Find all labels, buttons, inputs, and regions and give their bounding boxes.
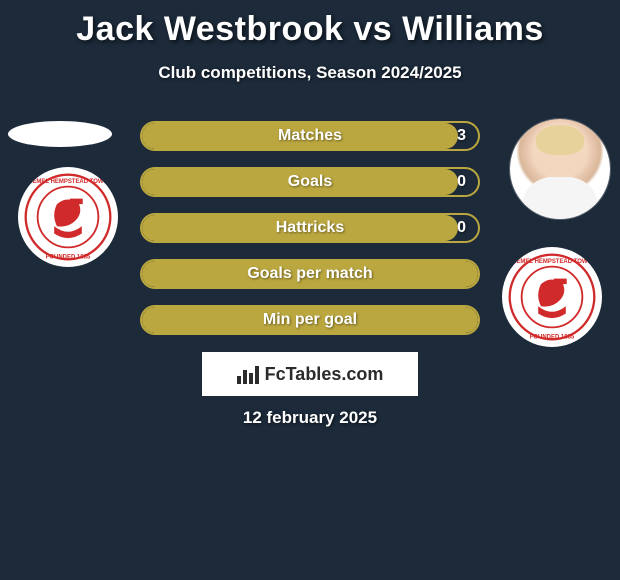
right-column: HEMEL HEMPSTEAD TOWN FOUNDED 1885: [500, 111, 620, 371]
stat-value: 3: [457, 123, 466, 149]
player1-avatar-placeholder: [8, 121, 112, 147]
stat-label: Goals: [142, 169, 478, 195]
svg-text:HEMEL HEMPSTEAD TOWN: HEMEL HEMPSTEAD TOWN: [512, 259, 592, 265]
stat-label: Hattricks: [142, 215, 478, 241]
stat-label: Min per goal: [142, 307, 478, 333]
stat-row-goals: Goals 0: [140, 167, 480, 197]
player1-club-crest: HEMEL HEMPSTEAD TOWN FOUNDED 1885: [18, 167, 118, 267]
crest-icon: HEMEL HEMPSTEAD TOWN FOUNDED 1885: [506, 251, 598, 343]
stat-label: Goals per match: [142, 261, 478, 287]
stat-row-matches: Matches 3: [140, 121, 480, 151]
brand-link[interactable]: FcTables.com: [202, 352, 418, 396]
stat-value: 0: [457, 215, 466, 241]
player2-club-crest: HEMEL HEMPSTEAD TOWN FOUNDED 1885: [502, 247, 602, 347]
left-column: HEMEL HEMPSTEAD TOWN FOUNDED 1885: [0, 111, 120, 371]
date: 12 february 2025: [0, 408, 620, 428]
content: HEMEL HEMPSTEAD TOWN FOUNDED 1885 HEMEL …: [0, 111, 620, 371]
stat-row-mpg: Min per goal: [140, 305, 480, 335]
crest-icon: HEMEL HEMPSTEAD TOWN FOUNDED 1885: [22, 171, 114, 263]
page-title: Jack Westbrook vs Williams: [0, 0, 620, 49]
player2-avatar: [510, 119, 610, 219]
brand-text: FcTables.com: [265, 364, 384, 385]
h2h-widget: Jack Westbrook vs Williams Club competit…: [0, 0, 620, 580]
subtitle: Club competitions, Season 2024/2025: [0, 63, 620, 83]
stats-bars: Matches 3 Goals 0 Hattricks 0 Goals per …: [140, 121, 480, 351]
svg-text:FOUNDED 1885: FOUNDED 1885: [46, 254, 91, 260]
stat-label: Matches: [142, 123, 478, 149]
stat-row-gpm: Goals per match: [140, 259, 480, 289]
bar-chart-icon: [237, 364, 259, 384]
svg-text:HEMEL HEMPSTEAD TOWN: HEMEL HEMPSTEAD TOWN: [28, 179, 108, 185]
stat-value: 0: [457, 169, 466, 195]
svg-text:FOUNDED 1885: FOUNDED 1885: [530, 334, 575, 340]
stat-row-hattricks: Hattricks 0: [140, 213, 480, 243]
